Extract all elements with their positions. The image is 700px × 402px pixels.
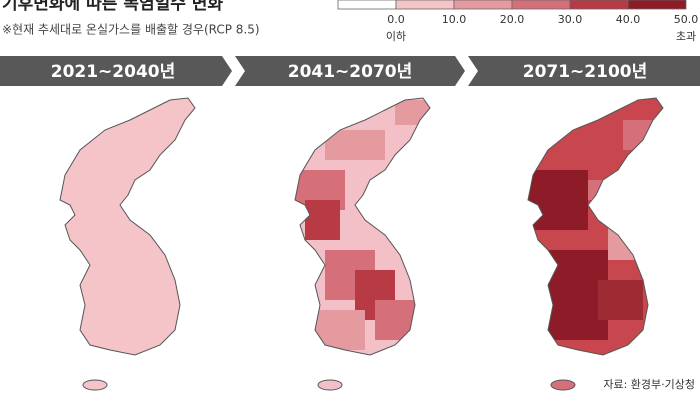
legend-label: 10.0 [442,13,467,26]
legend-label: 40.0 [616,13,641,26]
subtitle: ※현재 추세대로 온실가스를 배출할 경우(RCP 8.5) [2,23,260,37]
legend-swatch [511,0,571,10]
map-1 [59,97,196,391]
legend-swatch [569,0,629,10]
panel-header-3: 2071~2100년 [468,56,700,86]
legend-swatch [337,0,397,10]
legend-swatch [627,0,687,10]
panel-title: 2021~2040년 [51,62,176,82]
legend-swatch [395,0,455,10]
panel-title: 2071~2100년 [523,62,648,82]
legend-label: 20.0 [500,13,525,26]
panel-header-2: 2041~2070년 [235,56,465,86]
legend-label: 0.0 [387,13,405,26]
panel-header-1: 2021~2040년 [0,56,232,86]
legend-note: 이하 [386,29,406,43]
legend-swatch [453,0,513,10]
legend-label: 50.0 [674,13,699,26]
panel-title: 2041~2070년 [288,62,413,82]
map-3 [527,97,664,391]
legend: 0.0 10.0 20.0 30.0 40.0 50.0 이하 초과 [337,0,699,43]
legend-label: 30.0 [558,13,583,26]
title: 기후변화에 따른 폭염일수 변화 [2,0,223,14]
source: 자료: 환경부·기상청 [603,378,695,391]
map-2 [294,97,431,391]
legend-note: 초과 [676,30,696,43]
